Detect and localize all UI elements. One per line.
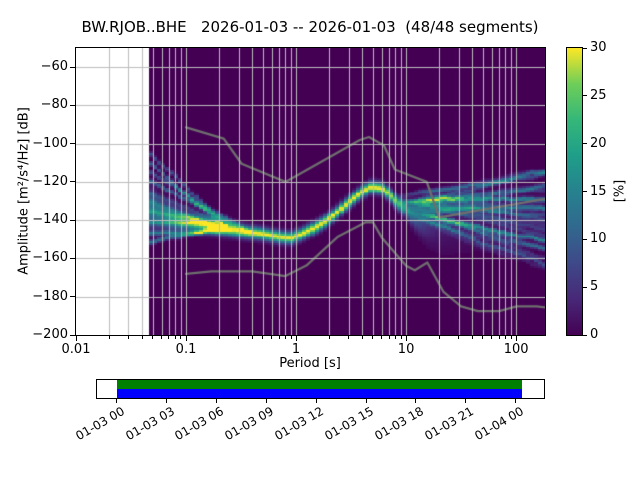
x-tick-label: 0.01: [61, 342, 91, 357]
timeline-tick-label: 01-03 06: [172, 404, 227, 444]
timeline-tick-label: 01-03 21: [422, 404, 476, 444]
colorbar-tick: [583, 143, 587, 145]
x-minor-tick: [278, 335, 280, 339]
colorbar-tick: [583, 47, 587, 49]
timeline-tick: [265, 399, 267, 403]
x-major-tick: [405, 335, 407, 341]
y-tick: [70, 66, 76, 68]
x-minor-tick: [218, 335, 220, 339]
x-minor-tick: [400, 335, 402, 339]
x-minor-tick: [238, 335, 240, 339]
x-minor-tick: [394, 335, 396, 339]
colorbar-tick: [583, 334, 587, 336]
x-tick-label: 1: [291, 342, 301, 357]
colorbar-tick: [583, 286, 587, 288]
x-major-tick: [75, 335, 77, 341]
timeline-tick-label: 01-04 00: [471, 404, 526, 444]
timeline-tick-label: 01-03 03: [122, 404, 177, 444]
x-axis-label: Period [s]: [279, 356, 341, 371]
x-minor-tick: [161, 335, 163, 339]
colorbar-tick-label: 10: [590, 231, 607, 247]
colorbar-tick: [583, 191, 587, 192]
x-minor-tick: [108, 335, 110, 339]
x-minor-tick: [262, 335, 264, 339]
x-minor-tick: [438, 335, 440, 339]
timeline-coverage-data-bar: [116, 380, 523, 389]
x-minor-tick: [180, 335, 182, 339]
timeline-tick: [515, 399, 517, 403]
timeline-tick: [116, 399, 118, 403]
colorbar-gradient: [567, 48, 582, 335]
x-minor-tick: [290, 335, 292, 339]
colorbar-tick: [583, 95, 587, 97]
x-minor-tick: [174, 335, 176, 339]
timeline-tick: [166, 399, 168, 403]
y-tick-label: −160: [32, 250, 68, 266]
x-major-tick: [185, 335, 187, 341]
y-tick-label: −180: [32, 288, 68, 304]
timeline-tick-label: 01-03 09: [222, 404, 277, 444]
x-minor-tick: [458, 335, 460, 339]
x-minor-tick: [491, 335, 493, 339]
y-tick: [70, 296, 76, 298]
colorbar-tick-label: 5: [590, 279, 599, 295]
y-tick-label: −60: [40, 59, 68, 75]
x-minor-tick: [372, 335, 374, 339]
x-minor-tick: [168, 335, 170, 339]
x-minor-tick: [482, 335, 484, 339]
y-tick-label: −80: [40, 97, 68, 113]
y-tick: [70, 104, 76, 106]
timeline-tick: [465, 399, 467, 403]
x-major-tick: [515, 335, 517, 341]
y-tick: [70, 257, 76, 259]
plot-frame: [75, 47, 546, 336]
x-minor-tick: [328, 335, 330, 339]
y-tick-label: −100: [32, 135, 68, 151]
colorbar-tick-label: 20: [590, 135, 607, 151]
x-tick-label: 10: [397, 342, 415, 357]
timeline-tick: [415, 399, 417, 403]
y-tick-label: −120: [32, 173, 68, 189]
colorbar: [566, 47, 583, 336]
x-tick-label: 100: [503, 342, 529, 357]
y-tick-label: −140: [32, 212, 68, 228]
colorbar-tick-label: 30: [590, 40, 607, 55]
timeline-coverage-segments-bar: [116, 389, 523, 398]
y-tick: [70, 181, 76, 183]
colorbar-tick-label: 0: [590, 327, 599, 342]
timeline-tick: [315, 399, 317, 403]
timeline-tick-label: 01-03 00: [72, 404, 127, 444]
plot-title: BW.RJOB..BHE 2026-01-03 -- 2026-01-03 (4…: [81, 18, 539, 36]
timeline-tick-label: 01-03 15: [322, 404, 377, 444]
colorbar-tick-label: 25: [590, 87, 607, 103]
x-tick-label: 0.1: [175, 342, 197, 357]
y-tick: [70, 143, 76, 145]
colorbar-tick: [583, 238, 587, 240]
y-tick: [70, 219, 76, 221]
x-minor-tick: [381, 335, 383, 339]
x-minor-tick: [348, 335, 350, 339]
timeline-tick-label: 01-03 12: [272, 404, 327, 444]
x-minor-tick: [271, 335, 273, 339]
timeline-tick: [365, 399, 367, 403]
x-minor-tick: [141, 335, 143, 339]
x-minor-tick: [504, 335, 506, 339]
x-minor-tick: [388, 335, 390, 339]
y-tick: [70, 334, 76, 336]
x-minor-tick: [127, 335, 129, 339]
x-minor-tick: [251, 335, 253, 339]
colorbar-tick-label: 15: [590, 183, 607, 199]
x-minor-tick: [361, 335, 363, 339]
y-tick-label: −200: [32, 327, 68, 342]
x-minor-tick: [471, 335, 473, 339]
ppsd-heatmap-canvas: [76, 48, 545, 335]
x-minor-tick: [152, 335, 154, 339]
timeline-tick-label: 01-03 18: [372, 404, 426, 444]
x-minor-tick: [284, 335, 286, 339]
x-major-tick: [295, 335, 297, 341]
x-minor-tick: [510, 335, 512, 339]
x-minor-tick: [498, 335, 500, 339]
timeline-tick: [215, 399, 217, 403]
